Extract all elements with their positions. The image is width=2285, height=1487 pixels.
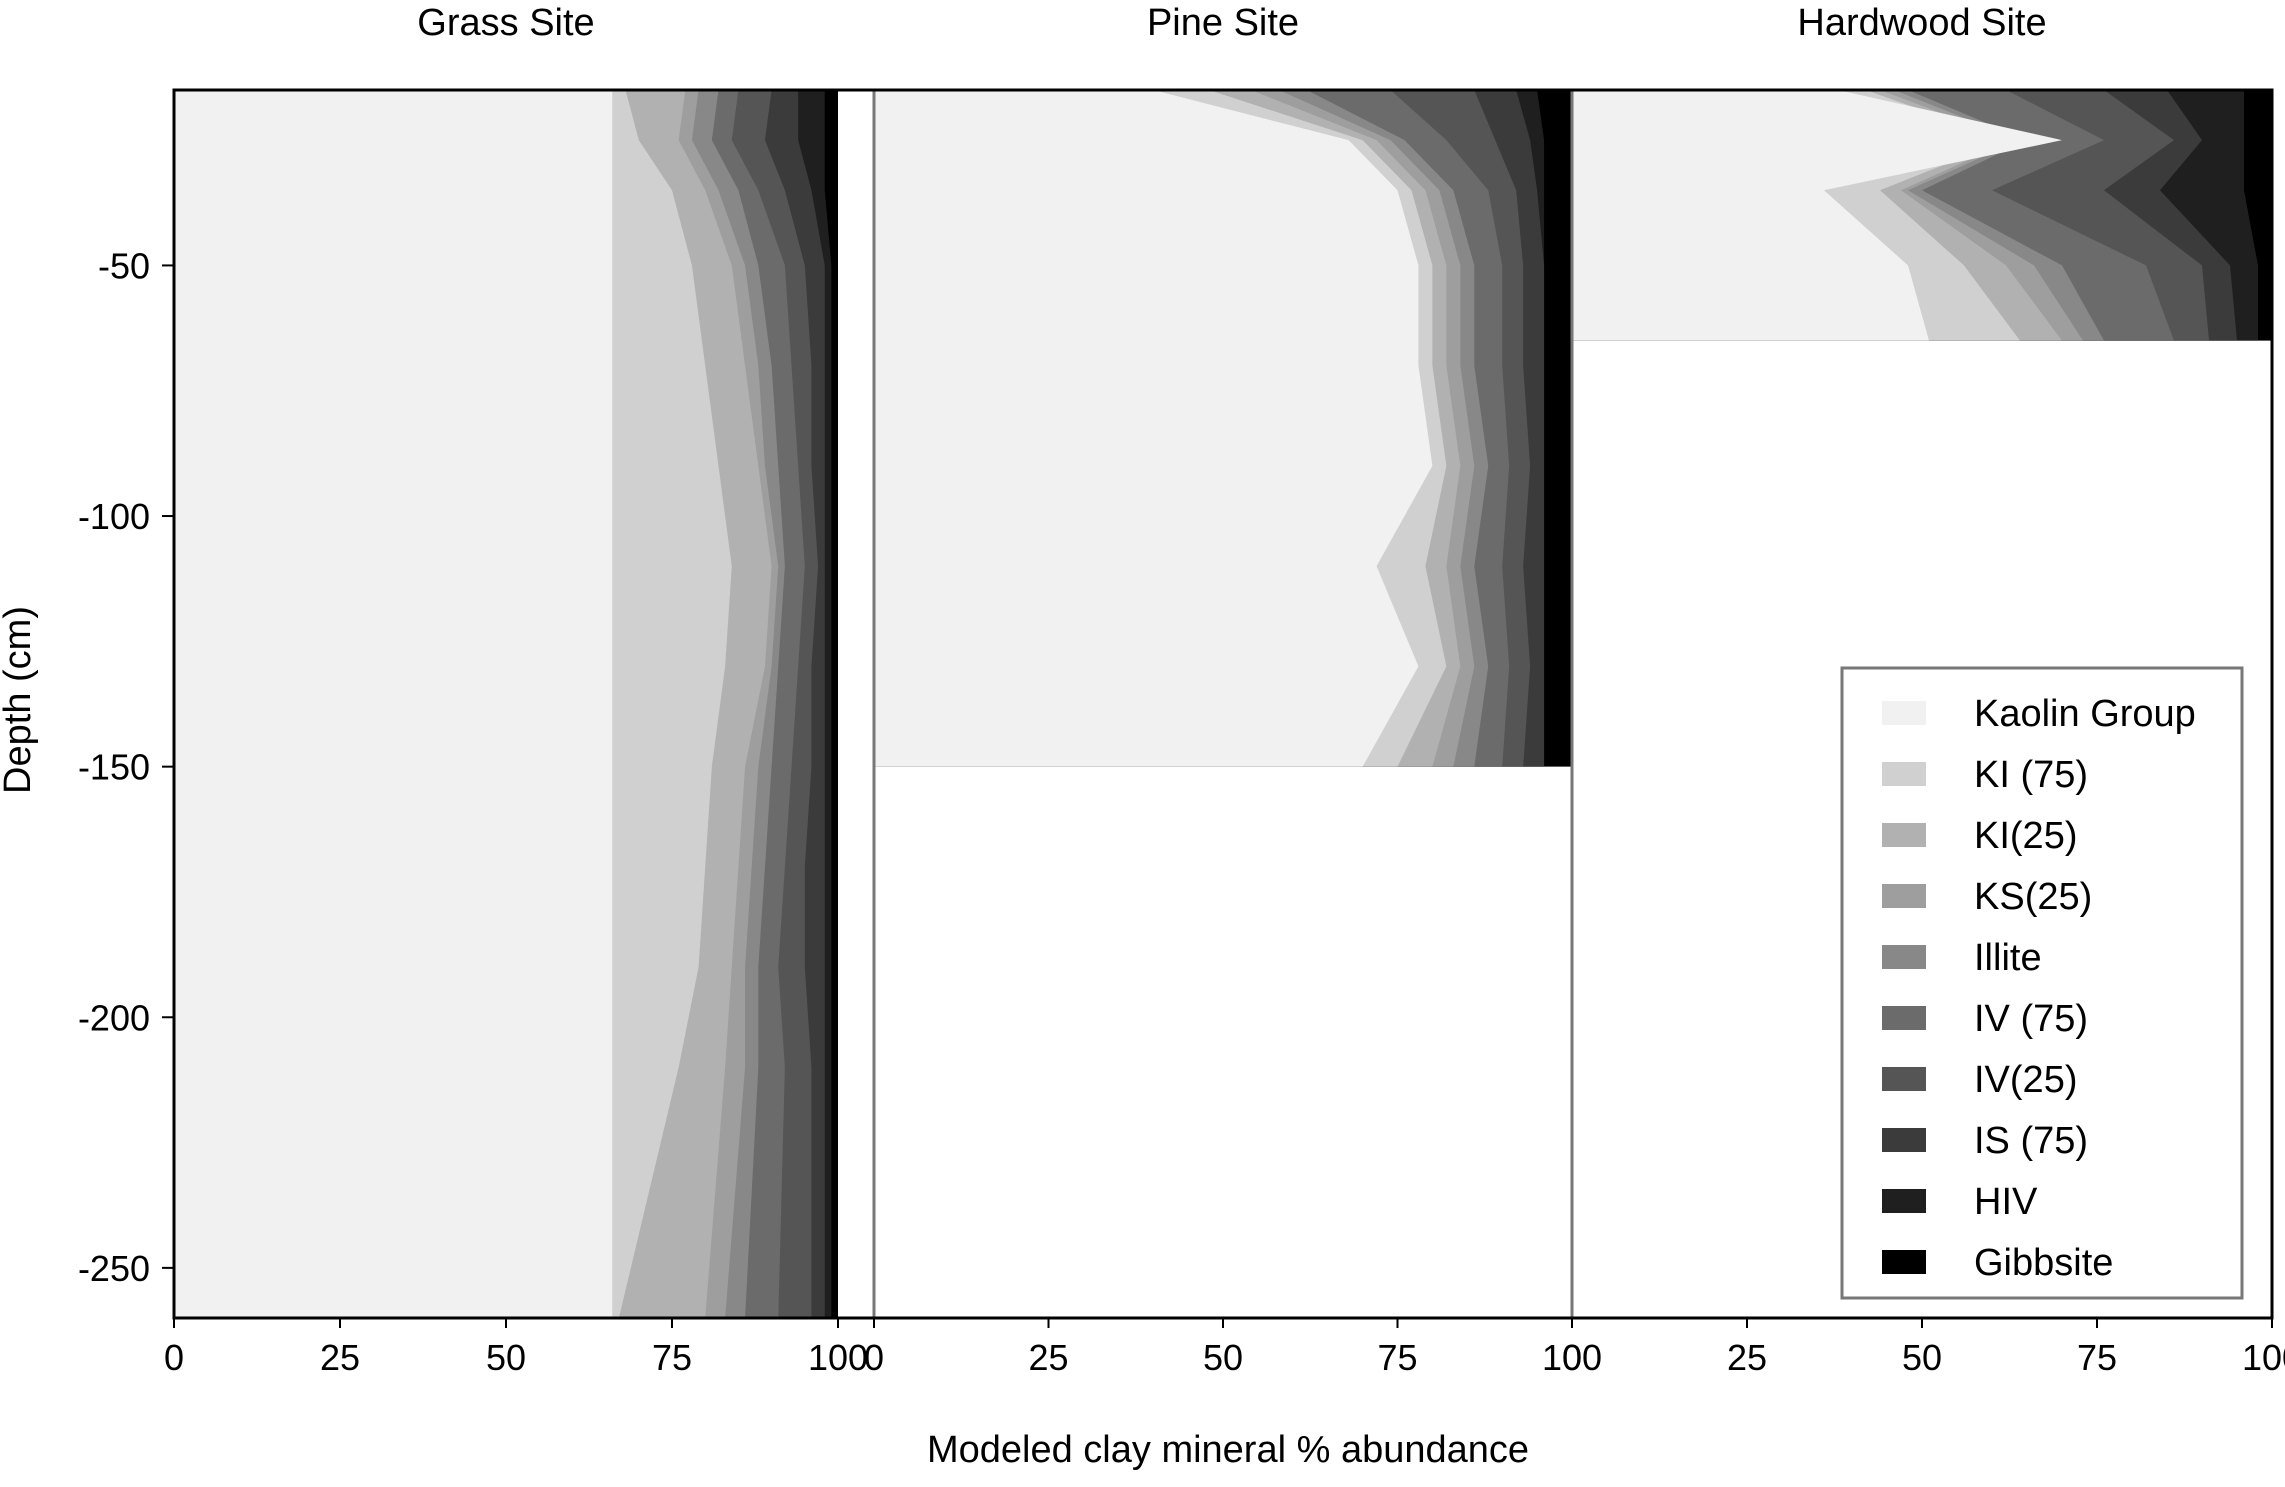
legend: Kaolin Group KI (75) KI(25) KS(25) Illite IV …	[1840, 666, 2244, 1300]
x-axis-title: Modeled clay mineral % abundance	[927, 1429, 1529, 1471]
y-tick-label--250: -250	[78, 1248, 150, 1289]
legend-swatch-9	[1882, 1250, 1926, 1274]
legend-swatch-2	[1882, 823, 1926, 847]
legend-label-8: HIV	[1974, 1181, 2038, 1223]
plot-frame	[172, 88, 2274, 1320]
panel-0	[174, 90, 838, 1318]
y-axis-title: Depth (cm)	[0, 606, 39, 794]
x-tick-label-2-50: 50	[1902, 1337, 1942, 1378]
y-tick-label--150: -150	[78, 747, 150, 788]
legend-swatch-0	[1882, 701, 1926, 725]
area-1-0	[874, 90, 1433, 767]
x-tick-label-2-25: 25	[1727, 1337, 1767, 1378]
y-tick-label--200: -200	[78, 997, 150, 1038]
panel-title-0: Grass Site	[417, 2, 594, 44]
legend-swatch-7	[1882, 1128, 1926, 1152]
y-tick-label--100: -100	[78, 496, 150, 537]
legend-label-7: IS (75)	[1974, 1120, 2088, 1162]
legend-swatch-6	[1882, 1067, 1926, 1091]
legend-label-6: IV(25)	[1974, 1059, 2077, 1101]
panel-2	[1572, 90, 2272, 341]
legend-label-1: KI (75)	[1974, 754, 2088, 796]
axes-layer: Grass Site 0 25 50 75 100 Pine Site 0 25 50 75 100 H…	[78, 2, 2285, 1378]
legend-swatch-1	[1882, 762, 1926, 786]
legend-swatch-4	[1882, 945, 1926, 969]
legend-label-5: IV (75)	[1974, 998, 2088, 1040]
panel-1	[874, 90, 1572, 767]
panel-title-1: Pine Site	[1147, 2, 1299, 44]
x-tick-label-2-100: 100	[2242, 1337, 2285, 1378]
legend-label-0: Kaolin Group	[1974, 693, 2196, 735]
panels-layer	[174, 90, 2272, 1318]
legend-swatch-8	[1882, 1189, 1926, 1213]
panel-title-2: Hardwood Site	[1797, 2, 2046, 44]
x-tick-label-1-100: 100	[1542, 1337, 1602, 1378]
legend-swatch-3	[1882, 884, 1926, 908]
area-0-0	[174, 90, 613, 1318]
x-tick-label-0-50: 50	[486, 1337, 526, 1378]
area-2-0	[1572, 90, 2062, 341]
x-tick-label-0-100: 100	[808, 1337, 868, 1378]
x-tick-label-1-50: 50	[1203, 1337, 1243, 1378]
y-tick-label--50: -50	[98, 245, 150, 286]
x-tick-label-1-75: 75	[1377, 1337, 1417, 1378]
legend-label-3: KS(25)	[1974, 876, 2092, 918]
x-tick-label-1-0: 0	[864, 1337, 884, 1378]
x-tick-label-0-0: 0	[164, 1337, 184, 1378]
legend-label-9: Gibbsite	[1974, 1242, 2113, 1284]
x-tick-label-0-75: 75	[652, 1337, 692, 1378]
x-tick-label-0-25: 25	[320, 1337, 360, 1378]
x-tick-label-1-25: 25	[1028, 1337, 1068, 1378]
legend-swatch-5	[1882, 1006, 1926, 1030]
legend-label-4: Illite	[1974, 937, 2042, 979]
legend-label-2: KI(25)	[1974, 815, 2077, 857]
x-tick-label-2-0: 0	[1562, 1337, 1582, 1378]
x-tick-label-2-75: 75	[2077, 1337, 2117, 1378]
